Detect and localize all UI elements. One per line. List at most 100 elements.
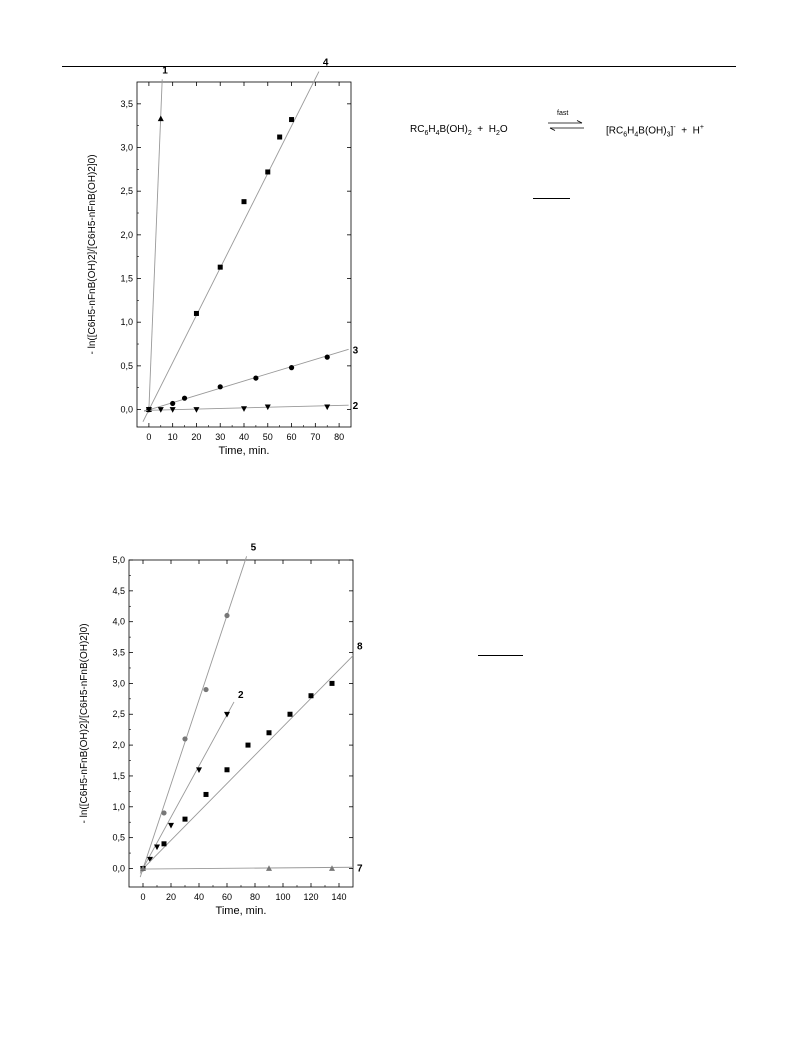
page-header-rule <box>62 66 736 67</box>
data-point <box>264 404 271 411</box>
series-label: 4 <box>323 58 329 69</box>
series-label: 7 <box>357 863 363 874</box>
x-tick-label: 40 <box>239 432 249 442</box>
fit-line-1 <box>148 79 163 410</box>
data-point <box>145 407 152 413</box>
x-tick-label: 70 <box>310 432 320 442</box>
series-label: 2 <box>353 401 359 412</box>
data-point <box>196 767 202 773</box>
data-point <box>168 822 174 829</box>
data-point <box>217 384 223 390</box>
fit-line-4 <box>142 71 320 422</box>
fit-line-7 <box>140 866 354 870</box>
x-tick-label: 60 <box>287 432 297 442</box>
x-tick-label: 20 <box>191 432 201 442</box>
x-tick-label: 60 <box>222 892 232 902</box>
data-point <box>324 354 330 360</box>
data-point <box>265 169 271 175</box>
y-tick-label: 1,0 <box>112 802 125 812</box>
y-tick-label: 3,0 <box>112 678 125 688</box>
data-point <box>140 865 146 871</box>
y-tick-label: 2,5 <box>112 709 125 719</box>
equilibrium-arrow-icon <box>548 120 584 131</box>
fraction-bar <box>533 198 570 199</box>
y-tick-label: 2,5 <box>120 186 133 196</box>
data-point <box>324 404 331 411</box>
data-point <box>241 199 247 205</box>
series-label: 5 <box>251 542 257 553</box>
y-tick-label: 1,5 <box>112 771 125 781</box>
data-point <box>147 856 153 863</box>
data-point <box>203 791 209 797</box>
data-point <box>253 375 259 381</box>
x-tick-label: 100 <box>275 892 290 902</box>
data-point <box>154 844 160 851</box>
x-tick-label: 30 <box>215 432 225 442</box>
fit-line-3 <box>144 348 349 412</box>
data-point <box>224 711 230 718</box>
y-tick-label: 0,0 <box>120 405 133 415</box>
y-tick-label: 1,0 <box>120 317 133 327</box>
data-point <box>289 117 295 123</box>
y-tick-label: 2,0 <box>112 740 125 750</box>
y-tick-label: 3,5 <box>112 648 125 658</box>
x-tick-label: 50 <box>263 432 273 442</box>
y-tick-label: 0,0 <box>112 863 125 873</box>
y-tick-label: 0,5 <box>120 361 133 371</box>
series-label: 2 <box>238 690 244 701</box>
x-tick-label: 40 <box>194 892 204 902</box>
x-tick-label: 0 <box>140 892 145 902</box>
equation-right: [RC6H4B(OH)3]- + H+ <box>606 124 704 139</box>
x-tick-label: 140 <box>331 892 346 902</box>
series-label: 3 <box>353 345 359 356</box>
arrow-label: fast <box>557 110 569 117</box>
y-axis-label: - ln([C6H5-nFnB(OH)2]/[C6H5-nFnB(OH)2]0) <box>87 154 98 354</box>
data-point <box>170 400 176 407</box>
data-point <box>181 395 188 401</box>
fit-line-2 <box>139 701 235 874</box>
y-tick-label: 4,0 <box>112 617 125 627</box>
fit-line-2 <box>144 404 349 411</box>
data-point <box>329 865 335 871</box>
data-point <box>245 742 251 748</box>
data-point <box>266 865 272 871</box>
series-label: 1 <box>162 65 168 76</box>
data-point <box>182 816 188 822</box>
y-tick-label: 2,0 <box>120 230 133 240</box>
data-point <box>308 693 314 699</box>
y-tick-label: 3,5 <box>120 99 133 109</box>
fit-line-8 <box>139 655 354 872</box>
data-point <box>277 134 283 140</box>
x-tick-label: 0 <box>146 432 151 442</box>
data-point <box>224 767 230 773</box>
data-point <box>193 407 200 413</box>
data-point <box>182 736 188 742</box>
x-tick-label: 80 <box>250 892 260 902</box>
y-tick-label: 3,0 <box>120 143 133 153</box>
data-point <box>157 115 164 122</box>
data-point <box>203 686 209 693</box>
x-tick-label: 10 <box>168 432 178 442</box>
x-tick-label: 20 <box>166 892 176 902</box>
y-axis-label: - ln([C6H5-nFnB(OH)2]/[C6H5-nFnB(OH)2]0) <box>79 623 90 823</box>
x-axis-label: Time, min. <box>219 445 270 457</box>
data-point <box>161 841 167 847</box>
data-point <box>241 406 247 412</box>
data-point <box>161 810 167 816</box>
y-tick-label: 1,5 <box>120 274 133 284</box>
data-point <box>193 310 199 316</box>
data-point <box>329 680 335 686</box>
y-tick-label: 5,0 <box>112 555 125 565</box>
fit-line-5 <box>139 556 248 878</box>
data-point <box>266 730 272 736</box>
data-point <box>169 407 176 413</box>
plot-frame <box>128 559 354 888</box>
y-tick-label: 0,5 <box>112 833 125 843</box>
series-label: 8 <box>357 642 363 653</box>
x-axis-label: Time, min. <box>216 905 267 917</box>
data-point <box>288 365 295 371</box>
data-point <box>217 264 223 270</box>
data-point <box>287 711 293 717</box>
